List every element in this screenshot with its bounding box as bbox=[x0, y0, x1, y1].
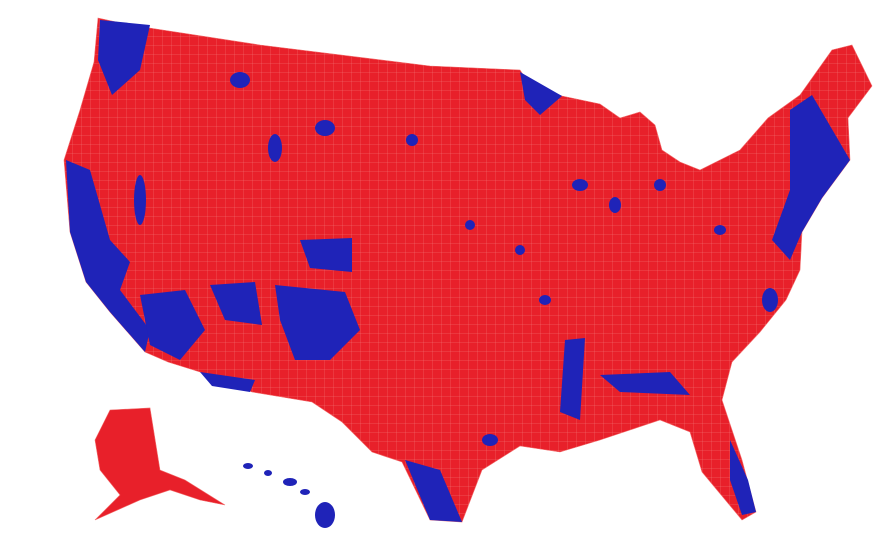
minnesota-northeast bbox=[520, 72, 562, 115]
blue-county bbox=[539, 295, 551, 305]
blue-county bbox=[482, 434, 498, 446]
florida-south bbox=[730, 440, 756, 515]
blue-county bbox=[134, 175, 146, 225]
hawaii-island bbox=[243, 463, 253, 469]
arizona-east bbox=[210, 282, 262, 325]
blue-county bbox=[315, 120, 335, 136]
blue-county bbox=[762, 288, 778, 312]
blue-county bbox=[230, 72, 250, 88]
northeast-corridor bbox=[772, 95, 850, 260]
blue-county bbox=[515, 245, 525, 255]
alaska bbox=[94, 407, 226, 521]
hawaii-island bbox=[300, 489, 310, 495]
blue-county bbox=[714, 225, 726, 235]
colorado bbox=[300, 238, 352, 272]
south-texas bbox=[405, 460, 462, 522]
alaska-shape bbox=[94, 407, 226, 521]
blue-county bbox=[609, 197, 621, 213]
contiguous-states bbox=[63, 17, 873, 523]
arizona-south bbox=[200, 372, 255, 392]
county-lines bbox=[64, 18, 872, 522]
new-mexico bbox=[275, 285, 360, 360]
blue-county bbox=[654, 179, 666, 191]
blue-county bbox=[465, 220, 475, 230]
west-coast bbox=[66, 160, 150, 352]
blue-county bbox=[572, 179, 588, 191]
blue-counties bbox=[66, 20, 850, 522]
blue-county bbox=[268, 134, 282, 162]
hawaii-island bbox=[315, 502, 335, 528]
black-belt bbox=[600, 372, 690, 395]
mississippi-delta bbox=[560, 338, 585, 420]
hawaii-island bbox=[264, 470, 272, 476]
nevada-south bbox=[140, 290, 205, 360]
blue-county bbox=[406, 134, 418, 146]
hawaii bbox=[243, 463, 335, 528]
hawaii-island bbox=[283, 478, 297, 486]
puget-sound bbox=[98, 20, 150, 95]
